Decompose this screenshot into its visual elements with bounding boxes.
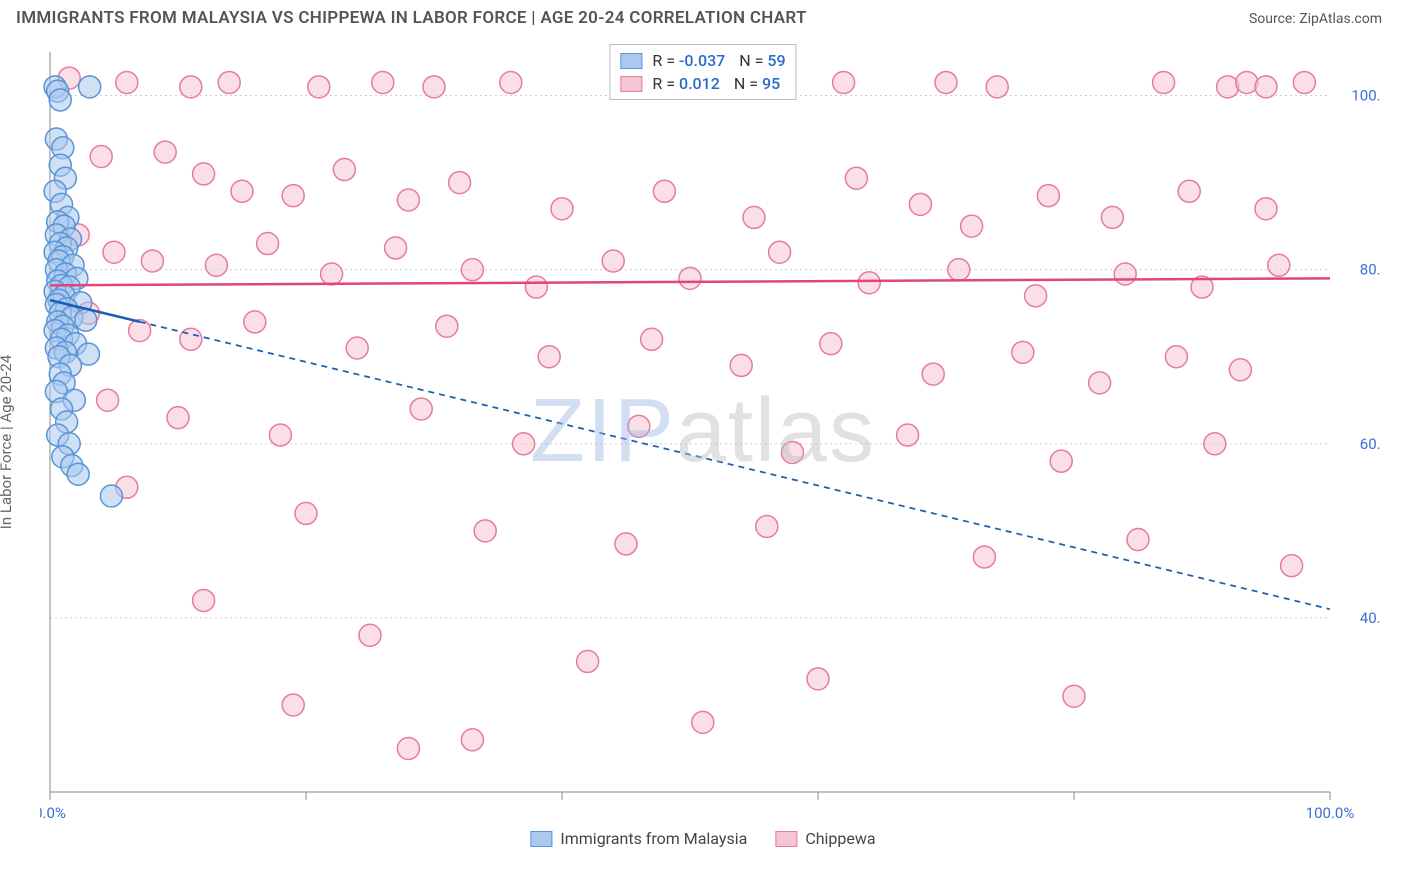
svg-text:80.0%: 80.0% — [1360, 261, 1380, 279]
legend-swatch-malaysia — [530, 831, 552, 847]
source-attribution: Source: ZipAtlas.com — [1249, 11, 1382, 27]
legend-item-malaysia: Immigrants from Malaysia — [530, 829, 747, 848]
legend-item-chippewa: Chippewa — [775, 829, 875, 848]
legend-swatch-malaysia — [620, 53, 642, 69]
source-prefix: Source: — [1249, 11, 1299, 27]
svg-text:40.0%: 40.0% — [1360, 609, 1380, 627]
legend-swatch-chippewa — [620, 76, 642, 92]
scatter-plot-svg: 40.0% 60.0% 80.0% 100.0% 0.0% 100.0% — [40, 42, 1380, 822]
legend-row-malaysia: R =-0.037N =59 — [620, 49, 785, 72]
svg-text:0.0%: 0.0% — [40, 804, 66, 822]
chart-area: In Labor Force | Age 20-24 40.0% 60.0% 80.… — [0, 32, 1406, 852]
legend-label-malaysia: Immigrants from Malaysia — [560, 829, 747, 848]
source-link[interactable]: ZipAtlas.com — [1299, 11, 1382, 27]
svg-text:100.0%: 100.0% — [1351, 87, 1380, 105]
svg-text:100.0%: 100.0% — [1306, 804, 1355, 822]
y-axis-label: In Labor Force | Age 20-24 — [0, 355, 15, 529]
svg-text:60.0%: 60.0% — [1360, 435, 1380, 453]
legend-row-chippewa: R =0.012N =95 — [620, 72, 785, 95]
legend-swatch-chippewa — [775, 831, 797, 847]
series-legend: Immigrants from Malaysia Chippewa — [530, 829, 875, 848]
legend-label-chippewa: Chippewa — [805, 829, 875, 848]
correlation-legend: R =-0.037N =59R =0.012N =95 — [609, 44, 796, 100]
chart-title: IMMIGRANTS FROM MALAYSIA VS CHIPPEWA IN … — [16, 8, 807, 28]
chart-header: IMMIGRANTS FROM MALAYSIA VS CHIPPEWA IN … — [0, 0, 1406, 32]
